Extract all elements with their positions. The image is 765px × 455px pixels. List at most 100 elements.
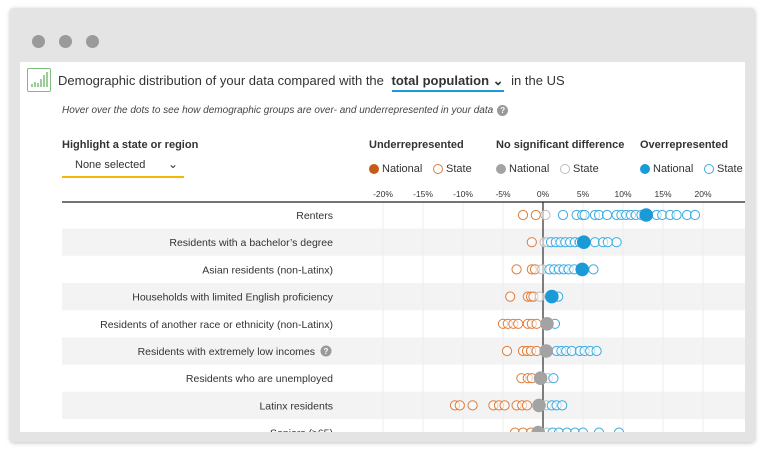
row-label: Asian residents (non-Latinx) [202, 264, 333, 276]
subtitle: Hover over the dots to see how demograph… [62, 105, 509, 117]
title-suffix: in the US [511, 73, 565, 88]
row-band [62, 391, 745, 419]
legend-text: State [573, 163, 599, 175]
open-dot-icon [560, 164, 570, 174]
page-title: Demographic distribution of your data co… [58, 73, 565, 92]
highlight-value: None selected [75, 159, 146, 171]
filled-dot-icon [496, 164, 506, 174]
legend-text: National [382, 163, 423, 175]
x-tick-label: 20% [694, 189, 711, 199]
state-dot [557, 209, 569, 221]
state-dot [593, 427, 605, 432]
state-dot [577, 427, 589, 432]
state-dot [517, 209, 529, 221]
filled-dot-icon [369, 164, 379, 174]
state-dot [569, 427, 581, 432]
help-icon-glyph: ? [324, 347, 329, 356]
row-label: Residents with a bachelor’s degree [169, 237, 333, 249]
row-band [62, 228, 745, 256]
help-icon[interactable]: ? [497, 105, 509, 116]
state-dot [671, 209, 682, 221]
state-dot [579, 209, 590, 221]
state-dot [591, 345, 602, 357]
bar-chart-icon [27, 68, 51, 92]
title-prefix: Demographic distribution of your data co… [58, 73, 384, 88]
state-dot [531, 318, 542, 329]
chevron-down-icon: ⌄ [492, 73, 504, 88]
legend-text: National [653, 163, 694, 175]
state-dot [501, 345, 513, 357]
national-dot [539, 344, 553, 358]
state-dot [602, 237, 613, 248]
content-panel: Demographic distribution of your data co… [20, 62, 745, 432]
national-dot [545, 289, 559, 304]
open-dot-icon [704, 164, 714, 174]
x-tick-label: -10% [453, 189, 473, 199]
comparison-dropdown[interactable]: total population ⌄ [391, 73, 504, 92]
legend-text: National [509, 163, 550, 175]
legend-underrepresented-title: Underrepresented [369, 139, 464, 151]
row-label: Seniors (≥65) [270, 428, 333, 432]
state-dot [689, 209, 701, 221]
legend-nodiff-national: National [496, 163, 549, 175]
row-band [62, 337, 745, 365]
state-dot [553, 427, 565, 432]
state-dot [530, 209, 541, 221]
state-dot [517, 427, 529, 432]
help-icon [320, 345, 332, 357]
row-label: Renters [296, 210, 333, 222]
window-maximize-button[interactable] [86, 35, 99, 48]
legend-overrepresented-title: Overrepresented [640, 139, 729, 151]
x-tick-label: -15% [413, 189, 433, 199]
highlight-label: Highlight a state or region [62, 139, 199, 151]
national-dot [575, 262, 589, 277]
row-label: Households with limited English proficie… [132, 292, 334, 304]
state-dot [601, 209, 613, 221]
legend-over-state: State [704, 163, 743, 175]
state-dot [513, 318, 524, 329]
filled-dot-icon [640, 164, 650, 174]
state-dot [499, 400, 510, 411]
state-dot [534, 291, 545, 302]
highlight-state-select[interactable]: None selected ⌄ [62, 157, 184, 178]
state-dot [526, 237, 537, 248]
row-label: Latinx residents [259, 400, 333, 412]
state-dot [505, 291, 516, 302]
x-tick-label: 15% [654, 189, 671, 199]
x-tick-label: 10% [614, 189, 631, 199]
national-dot [533, 371, 548, 386]
dot-plot-chart: -20% -15% -10% -5% 0% 5% 10% 15% 20% Renters Resid… [62, 189, 745, 432]
state-dot [509, 427, 521, 432]
x-tick-label: -5% [495, 189, 511, 199]
state-dot [548, 373, 559, 384]
national-dot [540, 317, 554, 331]
window-minimize-button[interactable] [59, 35, 72, 48]
state-dot [588, 264, 599, 275]
legend-nodiff-title: No significant difference [496, 139, 625, 151]
x-tick-label: 0% [537, 189, 550, 199]
legend-under-national: National [369, 163, 422, 175]
legend-under-state: State [433, 163, 472, 175]
national-dot [532, 398, 546, 413]
state-dot [521, 400, 533, 411]
state-dot [540, 209, 551, 221]
state-dot [511, 264, 522, 275]
state-dot [613, 427, 625, 432]
row-label: Residents with extremely low incomes [138, 346, 315, 358]
national-dot [639, 208, 653, 222]
legend-nodiff-state: State [560, 163, 599, 175]
national-dot [577, 235, 591, 249]
national-dot [531, 425, 545, 432]
x-tick-label: -20% [373, 189, 393, 199]
window-close-button[interactable] [32, 35, 45, 48]
chevron-down-icon: ⌄ [167, 157, 178, 171]
state-dot [611, 237, 622, 248]
legend-over-national: National [640, 163, 693, 175]
comparison-value: total population [391, 73, 490, 88]
legend-text: State [446, 163, 472, 175]
row-label: Residents who are unemployed [186, 373, 333, 385]
subtitle-text: Hover over the dots to see how demograph… [62, 105, 494, 117]
legend-text: State [717, 163, 743, 175]
open-dot-icon [433, 164, 443, 174]
state-dot [467, 400, 478, 411]
